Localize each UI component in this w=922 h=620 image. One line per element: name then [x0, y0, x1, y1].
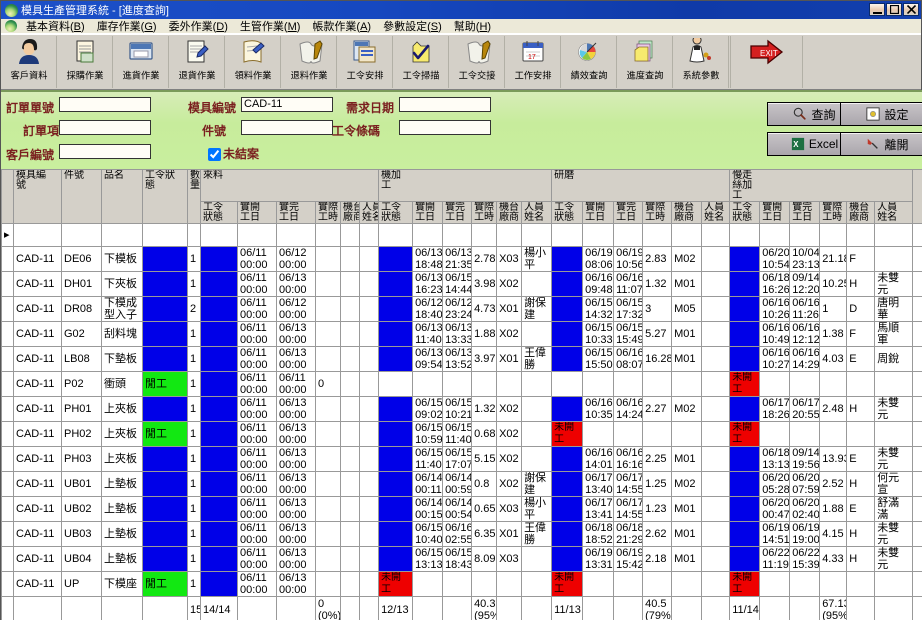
svg-text:EXIT: EXIT [760, 49, 778, 58]
svg-text:X: X [793, 140, 799, 149]
svg-text:17: 17 [528, 54, 536, 61]
